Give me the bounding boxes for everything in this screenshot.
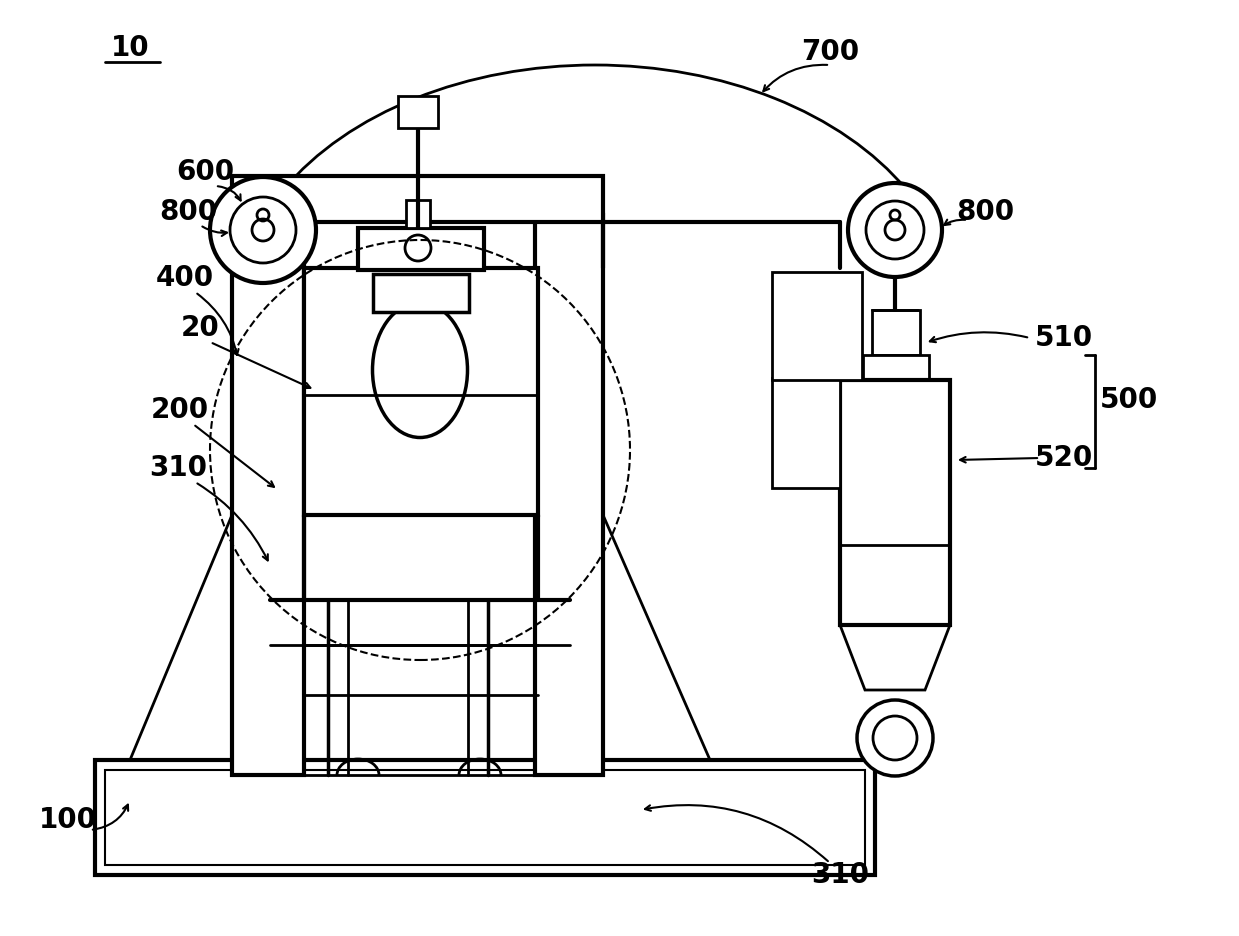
- Circle shape: [230, 197, 296, 263]
- Circle shape: [857, 700, 933, 776]
- Circle shape: [847, 183, 942, 277]
- Text: 200: 200: [151, 396, 209, 424]
- Bar: [232, 215, 304, 775]
- Bar: [840, 380, 950, 625]
- Text: 310: 310: [149, 454, 207, 482]
- Text: 20: 20: [181, 314, 219, 342]
- Bar: [373, 274, 470, 312]
- Text: 500: 500: [1100, 386, 1158, 414]
- Bar: [772, 272, 862, 380]
- Bar: [304, 268, 538, 515]
- Circle shape: [873, 716, 917, 760]
- Text: 400: 400: [156, 264, 214, 292]
- Bar: [105, 770, 865, 865]
- Bar: [535, 215, 603, 775]
- Text: 800: 800: [159, 198, 217, 226]
- Bar: [772, 378, 840, 488]
- Bar: [406, 200, 430, 228]
- Bar: [872, 310, 921, 355]
- Circle shape: [252, 219, 274, 241]
- Bar: [95, 760, 875, 875]
- Text: 800: 800: [957, 198, 1014, 226]
- Text: 700: 700: [800, 38, 859, 66]
- Text: 510: 510: [1035, 324, 1093, 352]
- Circle shape: [209, 177, 316, 283]
- Bar: [864, 355, 929, 380]
- Text: 10: 10: [110, 34, 150, 62]
- Text: 310: 310: [812, 861, 869, 889]
- Circle shape: [885, 220, 904, 240]
- Text: 600: 600: [176, 158, 234, 186]
- Bar: [358, 228, 484, 270]
- Text: 520: 520: [1035, 444, 1093, 472]
- Bar: [232, 176, 603, 222]
- Circle shape: [405, 235, 431, 261]
- Circle shape: [866, 201, 924, 259]
- Text: 100: 100: [38, 806, 97, 834]
- Bar: [398, 96, 439, 128]
